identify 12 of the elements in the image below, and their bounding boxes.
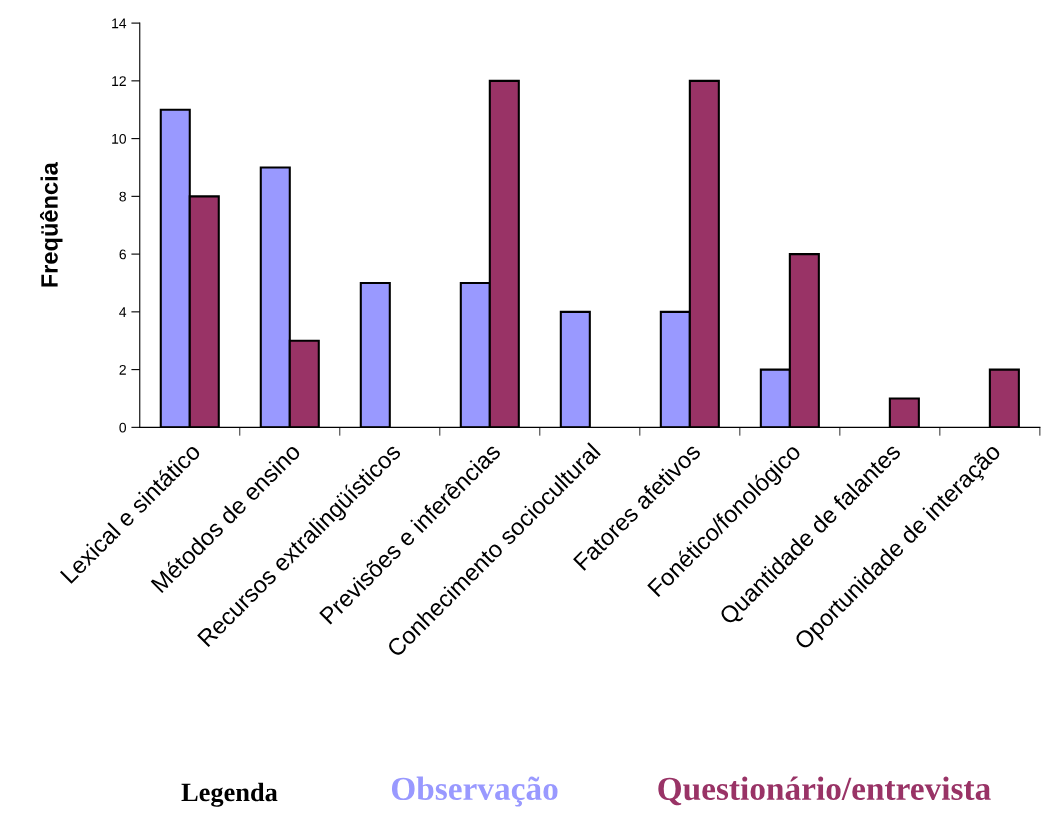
y-tick-label: 4 bbox=[119, 307, 127, 317]
y-tick-label: 10 bbox=[112, 133, 127, 144]
text: Observação bbox=[391, 776, 558, 807]
y-tick-label: 6 bbox=[119, 249, 126, 260]
y-tick-label: 14 bbox=[112, 18, 127, 29]
legend-title: Legenda bbox=[181, 782, 278, 807]
y-tick-label: 0 bbox=[119, 422, 127, 433]
y-tick-label: 12 bbox=[112, 76, 126, 86]
y-axis-title: Freqüência bbox=[39, 162, 63, 287]
y-tick-label: 2 bbox=[119, 364, 126, 375]
y-tick-label: 8 bbox=[119, 191, 126, 202]
text: Questionário/entrevista bbox=[658, 776, 991, 806]
